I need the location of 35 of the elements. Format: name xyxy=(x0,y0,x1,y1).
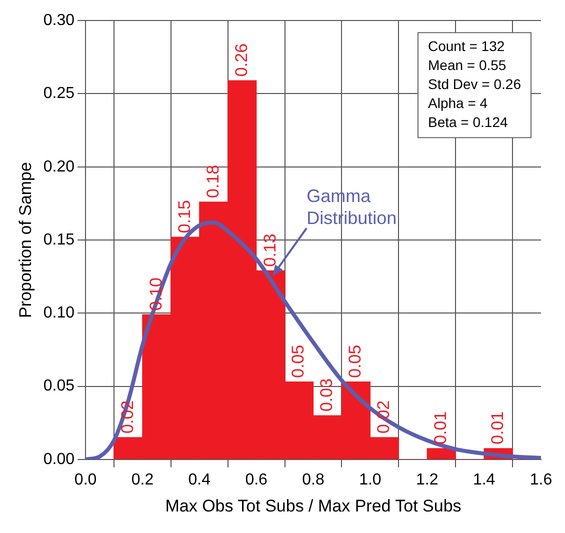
x-tick-label: 1.2 xyxy=(416,471,438,488)
data-label: 0.26 xyxy=(232,43,251,77)
y-tick-label: 0.20 xyxy=(43,158,75,176)
data-label: 0.02 xyxy=(374,400,394,434)
x-tick-label: 1.6 xyxy=(530,471,552,488)
annotation: Alpha = 4 xyxy=(428,94,488,111)
x-tick-label: 0.6 xyxy=(245,471,268,488)
annotation: Beta = 0.124 xyxy=(428,114,508,130)
y-tick-label: 0.15 xyxy=(43,231,75,248)
data-label: 0.01 xyxy=(488,411,507,444)
y-tick-label: 0.25 xyxy=(43,85,75,102)
annotation: Mean = 0.55 xyxy=(428,56,506,73)
data-label: 0.01 xyxy=(431,411,450,444)
annotation: Std Dev = 0.26 xyxy=(428,76,522,92)
y-tick-label: 0.10 xyxy=(43,304,75,322)
data-label: 0.10 xyxy=(146,278,166,311)
data-label: 0.03 xyxy=(317,378,336,412)
data-label: 0.05 xyxy=(346,344,365,378)
data-label: 0.13 xyxy=(260,234,280,267)
x-tick-label: 0.2 xyxy=(131,471,154,488)
annotation: Count = 132 xyxy=(428,38,505,54)
data-label: 0.02 xyxy=(118,400,137,434)
data-label: 0.05 xyxy=(288,344,308,378)
y-tick-label: 0.05 xyxy=(43,378,75,395)
x-tick-label: 1.4 xyxy=(472,471,496,488)
x-tick-label: 0.0 xyxy=(74,471,97,488)
x-tick-label: 0.4 xyxy=(188,471,211,488)
data-label: 0.18 xyxy=(203,164,222,198)
x-axis-title: Max Obs Tot Subs / Max Pred Tot Subs xyxy=(165,496,462,516)
x-tick-label: 0.8 xyxy=(302,471,324,488)
data-label: 0.15 xyxy=(174,200,194,234)
y-tick-label: 0.30 xyxy=(43,12,75,30)
y-axis-title: Proportion of Sampe xyxy=(16,162,35,318)
y-tick-label: 0.00 xyxy=(43,450,75,468)
x-tick-label: 1.0 xyxy=(359,471,382,488)
